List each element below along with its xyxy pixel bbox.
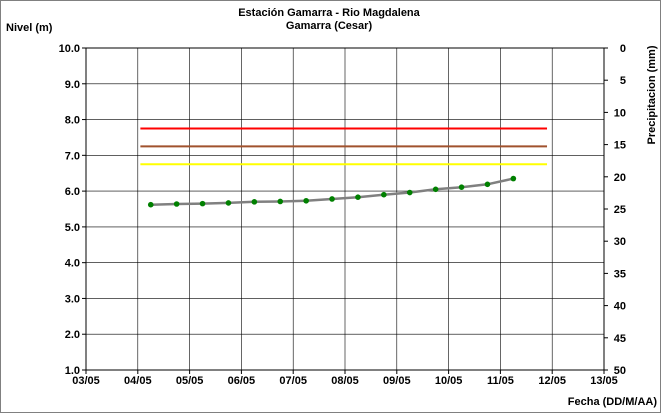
data-point — [458, 184, 465, 190]
y2-axis-label: Precipitacion (mm) — [646, 45, 658, 144]
y2-tick-label: 30 — [614, 236, 626, 248]
data-point — [432, 186, 439, 193]
data-point — [251, 199, 258, 205]
y-tick-label: 5.0 — [65, 222, 80, 234]
data-point — [303, 197, 309, 204]
y2-tick-label: 50 — [614, 365, 626, 377]
x-tick-label: 06/05 — [228, 375, 256, 387]
axes: 1.0 2.0 3.0 4.0 5.0 6.0 7.0 8.0 9.0 10.0 03/05 04/0… — [59, 43, 626, 387]
data-point — [484, 181, 491, 188]
y2-tick-label: 0 — [620, 43, 626, 55]
x-tick-label: 12/05 — [538, 375, 566, 387]
y2-tick-label: 35 — [614, 268, 626, 280]
x-tick-label: 11/05 — [487, 375, 514, 387]
data-point — [173, 201, 180, 207]
y2-tick-label: 10 — [614, 107, 626, 119]
y2-tick-label: 25 — [614, 204, 626, 216]
y-axis-label: Nivel (m) — [6, 22, 53, 34]
series-layer — [147, 175, 517, 208]
data-point — [225, 200, 232, 206]
chart-title: Estación Gamarra - Rio Magdalena — [238, 7, 420, 19]
y-tick-label: 6.0 — [65, 186, 80, 198]
y-tick-label: 2.0 — [65, 329, 80, 341]
x-tick-label: 05/05 — [176, 375, 204, 387]
x-tick-label: 07/05 — [279, 375, 307, 387]
x-tick-label: 08/05 — [331, 375, 359, 387]
y-tick-label: 8.0 — [65, 115, 80, 127]
data-point — [381, 191, 387, 198]
data-point — [277, 198, 284, 205]
y2-tick-label: 40 — [614, 301, 626, 313]
x-tick-label: 09/05 — [383, 375, 411, 387]
threshold-lines — [140, 127, 548, 166]
x-tick-label: 03/05 — [72, 375, 100, 387]
y-tick-label: 3.0 — [65, 293, 80, 305]
x-axis-label: Fecha (DD/M/AA) — [568, 396, 658, 408]
y2-tick-label: 5 — [620, 75, 626, 87]
chart-subtitle: Gamarra (Cesar) — [286, 20, 373, 32]
x-tick-label: 10/05 — [435, 375, 463, 387]
x-tick-label: 13/05 — [590, 375, 618, 387]
data-point — [355, 194, 361, 200]
data-point — [199, 200, 206, 207]
grid — [86, 48, 604, 370]
y-tick-label: 9.0 — [65, 79, 80, 91]
data-point — [510, 175, 517, 182]
y-tick-label: 1.0 — [65, 365, 80, 377]
y-tick-label: 10.0 — [59, 43, 80, 55]
y2-tick-label: 20 — [614, 172, 626, 184]
y-tick-label: 4.0 — [65, 258, 80, 270]
data-point — [329, 196, 335, 202]
y2-tick-label: 45 — [614, 333, 626, 345]
data-point — [147, 201, 154, 208]
y-tick-label: 7.0 — [65, 150, 80, 162]
y2-tick-label: 15 — [614, 140, 626, 152]
data-point — [406, 189, 413, 196]
x-tick-label: 04/05 — [124, 375, 152, 387]
